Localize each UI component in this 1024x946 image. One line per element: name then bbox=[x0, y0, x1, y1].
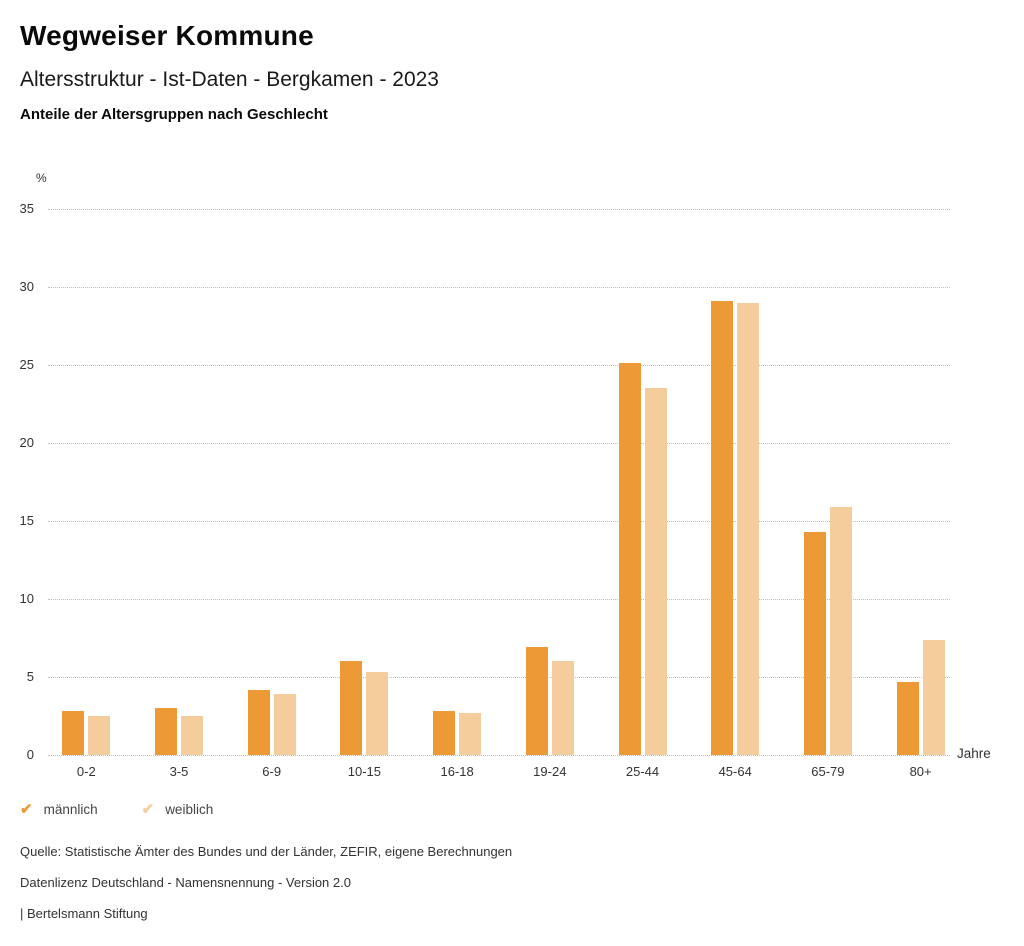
x-tick-label-3-5: 3-5 bbox=[169, 764, 189, 779]
x-axis-tick-labels: 0-2 3-5 6-9 10-15 16-18 19-24 25-44 45-64 65-79 8… bbox=[48, 764, 950, 784]
x-tick-label-10-15: 10-15 bbox=[347, 764, 382, 779]
legend-label: männlich bbox=[43, 802, 98, 817]
gridline-35 bbox=[48, 209, 950, 210]
x-tick-label-6-9: 6-9 bbox=[262, 764, 282, 779]
bar-männlich-19-24[interactable] bbox=[525, 647, 548, 755]
bar-weiblich-16-18[interactable] bbox=[459, 712, 482, 755]
bar-weiblich-25-44[interactable] bbox=[644, 388, 667, 755]
check-icon: ✔ bbox=[20, 801, 33, 818]
bar-weiblich-19-24[interactable] bbox=[551, 661, 574, 755]
bar-männlich-80+[interactable] bbox=[896, 681, 919, 755]
bar-weiblich-6-9[interactable] bbox=[273, 694, 296, 755]
x-tick-label-65-79: 65-79 bbox=[811, 764, 845, 779]
bar-männlich-6-9[interactable] bbox=[247, 689, 270, 755]
bar-männlich-45-64[interactable] bbox=[711, 301, 734, 755]
attribution-text: | Bertelsmann Stiftung bbox=[20, 906, 148, 921]
bar-chart-plot-area bbox=[48, 209, 950, 756]
x-tick-label-25-44: 25-44 bbox=[625, 764, 660, 779]
y-tick-label-25: 25 bbox=[19, 357, 34, 372]
y-axis-unit-label: % bbox=[36, 171, 47, 185]
legend-item-weiblich[interactable]: ✔ weiblich bbox=[142, 802, 214, 817]
x-tick-label-80+: 80+ bbox=[909, 764, 932, 779]
gridline-20 bbox=[48, 443, 950, 444]
page-title: Wegweiser Kommune bbox=[20, 20, 314, 51]
chart-subheading: Anteile der Altersgruppen nach Geschlech… bbox=[20, 106, 328, 123]
x-tick-label-45-64: 45-64 bbox=[718, 764, 752, 779]
bar-weiblich-3-5[interactable] bbox=[181, 716, 203, 755]
y-tick-label-15: 15 bbox=[19, 513, 34, 528]
y-tick-label-0: 0 bbox=[26, 747, 34, 762]
bar-männlich-3-5[interactable] bbox=[155, 708, 177, 755]
bar-männlich-10-15[interactable] bbox=[340, 661, 363, 755]
gridline-10 bbox=[48, 599, 950, 600]
check-icon: ✔ bbox=[141, 801, 155, 818]
y-tick-label-5: 5 bbox=[26, 669, 34, 684]
legend-label: weiblich bbox=[165, 802, 214, 817]
bar-männlich-0-2[interactable] bbox=[62, 711, 85, 755]
bar-männlich-65-79[interactable] bbox=[803, 531, 826, 755]
bar-weiblich-0-2[interactable] bbox=[88, 716, 111, 755]
y-tick-label-20: 20 bbox=[19, 435, 34, 450]
bar-weiblich-80+[interactable] bbox=[922, 639, 945, 755]
y-tick-label-35: 35 bbox=[19, 201, 34, 216]
x-tick-label-19-24: 19-24 bbox=[533, 764, 567, 779]
bar-männlich-25-44[interactable] bbox=[618, 363, 641, 755]
gridline-5 bbox=[48, 677, 950, 678]
gridline-30 bbox=[48, 287, 950, 288]
bar-männlich-16-18[interactable] bbox=[433, 711, 456, 755]
source-text: Quelle: Statistische Ämter des Bundes un… bbox=[20, 844, 513, 859]
y-tick-label-10: 10 bbox=[19, 591, 34, 606]
gridline-15 bbox=[48, 521, 950, 522]
legend-item-maennlich[interactable]: ✔ männlich bbox=[20, 802, 98, 817]
x-tick-label-16-18: 16-18 bbox=[440, 764, 474, 779]
gridline-0 bbox=[48, 755, 950, 756]
license-text: Datenlizenz Deutschland - Namensnennung … bbox=[20, 875, 351, 890]
x-axis-unit-label: Jahre bbox=[957, 746, 991, 761]
bar-weiblich-45-64[interactable] bbox=[737, 302, 760, 755]
chart-subtitle: Altersstruktur - Ist-Daten - Bergkamen -… bbox=[20, 68, 439, 91]
y-tick-label-30: 30 bbox=[19, 279, 34, 294]
bar-weiblich-65-79[interactable] bbox=[829, 507, 852, 755]
gridline-25 bbox=[48, 365, 950, 366]
bar-weiblich-10-15[interactable] bbox=[366, 672, 389, 755]
chart-legend: ✔ männlich ✔ weiblich bbox=[20, 802, 257, 817]
x-tick-label-0-2: 0-2 bbox=[76, 764, 96, 779]
